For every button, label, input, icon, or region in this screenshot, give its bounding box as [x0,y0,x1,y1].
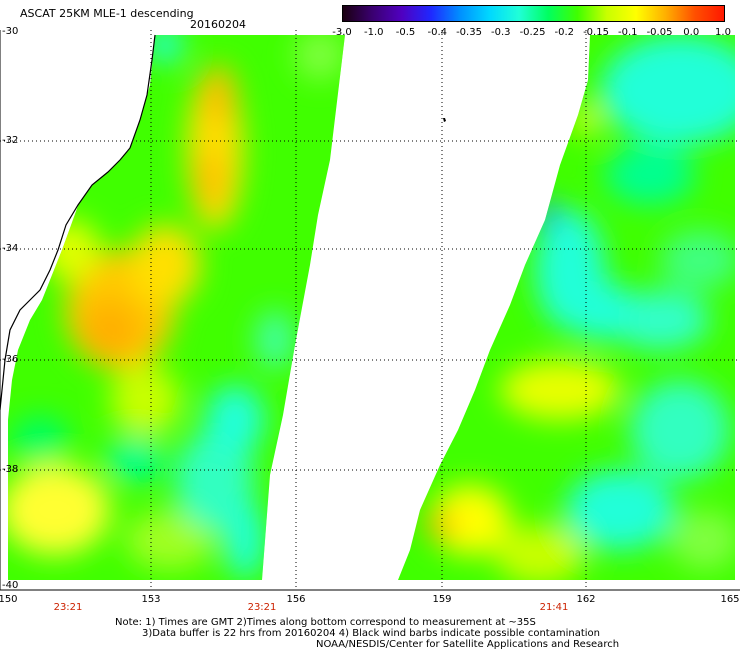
grid-lines [0,30,740,590]
colorbar-tick-label: -0.1 [617,27,638,38]
lat-label: -32 [2,135,19,146]
map-frame [0,30,740,591]
time-label: 23:21 [53,602,83,613]
time-label: 23:21 [247,602,277,613]
colorbar-tick-label: -0.3 [490,27,511,38]
map-title: ASCAT 25KM MLE-1 descending [20,7,194,20]
lat-label: -38 [2,464,19,475]
colorbar-tick-label: -0.15 [583,27,609,38]
lat-label: -36 [2,354,19,365]
footnote-line: Note: 1) Times are GMT 2)Times along bot… [115,617,536,628]
colorbar-tick-label: -0.5 [395,27,416,38]
land-area [0,35,155,340]
map-date: 20160204 [190,18,246,31]
colorbar-tick-label: -3.0 [332,27,352,38]
lat-label: -40 [2,580,19,591]
lon-label: 159 [432,594,452,605]
lon-label: 162 [576,594,596,605]
colorbar [342,5,725,22]
colorbar-tick-label: -0.25 [519,27,546,38]
colorbar-labels: -3.0 -1.0 -0.5 -0.4 -0.35 -0.3 -0.25 -0.2 -0.15-… [330,27,740,39]
lon-label: 150 [0,594,18,605]
footnote: Note: 1) Times are GMT 2)Times along bot… [115,617,619,650]
lon-label: 165 [720,594,740,605]
footnote-line: NOAA/NESDIS/Center for Satellite Applica… [316,639,620,650]
footnote-line: 3)Data buffer is 22 hrs from 20160204 4)… [142,628,600,639]
island-speck [443,118,446,122]
coastline [0,34,156,411]
colorbar-tick-label: 1.0 [715,27,731,38]
lon-label: 153 [141,594,161,605]
colorbar-tick-label: -0.4 [427,27,448,38]
colorbar-tick-label: -1.0 [363,27,384,38]
colorbar-tick-label: -0.05 [646,27,673,38]
lon-label: 156 [286,594,306,605]
lat-label: -30 [2,26,19,37]
time-label: 21:41 [539,602,569,613]
colorbar-tick-label: 0.0 [683,27,700,38]
colorbar-tick-label: -0.35 [456,27,482,38]
lat-label: -34 [2,243,19,254]
colorbar-tick-label: -0.2 [554,27,575,38]
swath-map [0,30,740,591]
